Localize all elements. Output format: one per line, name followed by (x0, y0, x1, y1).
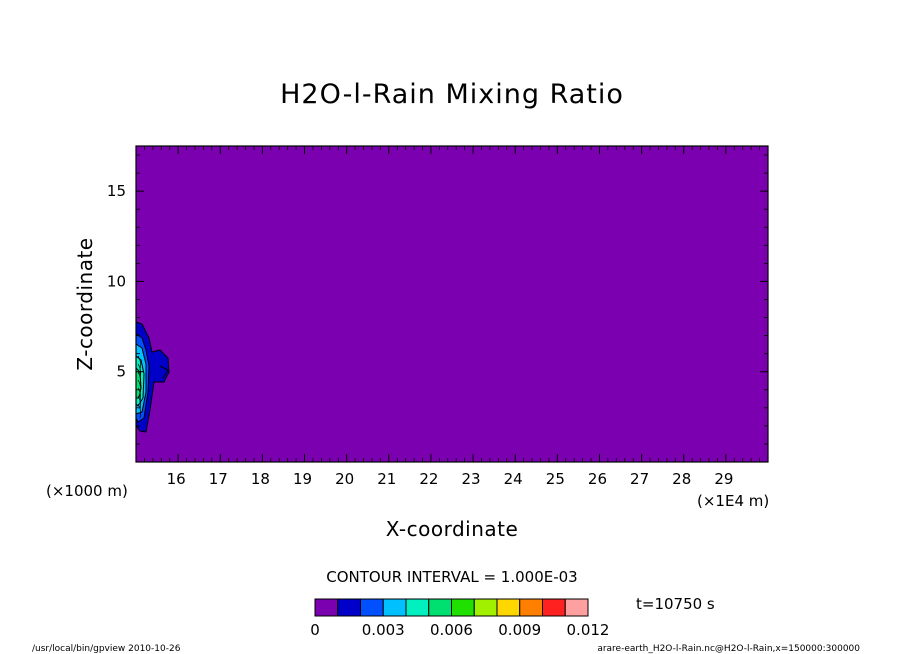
colorbar-swatch (405, 598, 430, 617)
x-tick-label: 16 (167, 470, 186, 488)
x-tick-label: 18 (251, 470, 270, 488)
colorbar-swatch (451, 598, 475, 617)
footer-right: arare-earth_H2O-l-Rain.nc@H2O-l-Rain,x=1… (597, 644, 860, 654)
colorbar-swatch (382, 598, 407, 617)
x-tick-label: 19 (293, 470, 312, 488)
x-tick-label: 20 (335, 470, 354, 488)
colorbar-swatch (314, 598, 339, 617)
y-tick-label: 5 (116, 363, 126, 381)
y-tick-label: 10 (107, 272, 126, 290)
colorbar-tick-label: 0 (310, 621, 320, 639)
chart-title: H2O-l-Rain Mixing Ratio (280, 79, 624, 110)
y-ticks: 5 10 15 (107, 154, 768, 445)
colorbar-swatch (542, 598, 566, 617)
plot-background (136, 146, 768, 462)
plot-frame (135, 145, 769, 463)
x-ticks: 16 17 18 19 20 21 22 23 24 25 26 27 28 29 (144, 146, 760, 488)
y-tick-label: 15 (107, 182, 126, 200)
x-tick-label: 22 (419, 470, 438, 488)
colorbar-tick-label: 0.003 (362, 621, 405, 639)
contour-interval-label: CONTOUR INTERVAL = 1.000E-03 (326, 568, 577, 586)
footer-left: /usr/local/bin/gpview 2010-10-26 (32, 644, 181, 654)
x-axis-label: X-coordinate (386, 517, 519, 541)
colorbar-labels: 0 0.003 0.006 0.009 0.012 (310, 621, 609, 639)
colorbar-tick-label: 0.012 (567, 621, 610, 639)
contour-line (159, 365, 169, 379)
x-tick-label: 21 (377, 470, 396, 488)
colorbar-swatch (564, 598, 589, 617)
colorbar-swatch (428, 598, 452, 617)
y-axis-label: Z-coordinate (73, 237, 97, 370)
x-tick-label: 26 (588, 470, 607, 488)
x-tick-label: 29 (714, 470, 733, 488)
colorbar-swatch (360, 598, 384, 617)
x-units-label: (×1E4 m) (697, 492, 769, 510)
colorbar-swatch (519, 598, 543, 617)
x-tick-label: 24 (504, 470, 523, 488)
x-tick-label: 28 (672, 470, 691, 488)
x-tick-label: 27 (630, 470, 649, 488)
x-tick-label: 23 (462, 470, 481, 488)
plot-area: 16 17 18 19 20 21 22 23 24 25 26 27 28 29 5 10 15 (107, 145, 769, 488)
colorbar-swatch (473, 598, 498, 617)
colorbar-tick-label: 0.009 (498, 621, 541, 639)
time-label: t=10750 s (636, 595, 715, 613)
x-tick-label: 25 (546, 470, 565, 488)
colorbar-swatch (337, 598, 361, 617)
contour-line (137, 403, 142, 419)
x-tick-label: 17 (209, 470, 228, 488)
colorbar-swatch (496, 598, 521, 617)
y-units-label: (×1000 m) (46, 482, 128, 500)
colorbar-tick-label: 0.006 (430, 621, 473, 639)
colorbar (314, 598, 589, 617)
